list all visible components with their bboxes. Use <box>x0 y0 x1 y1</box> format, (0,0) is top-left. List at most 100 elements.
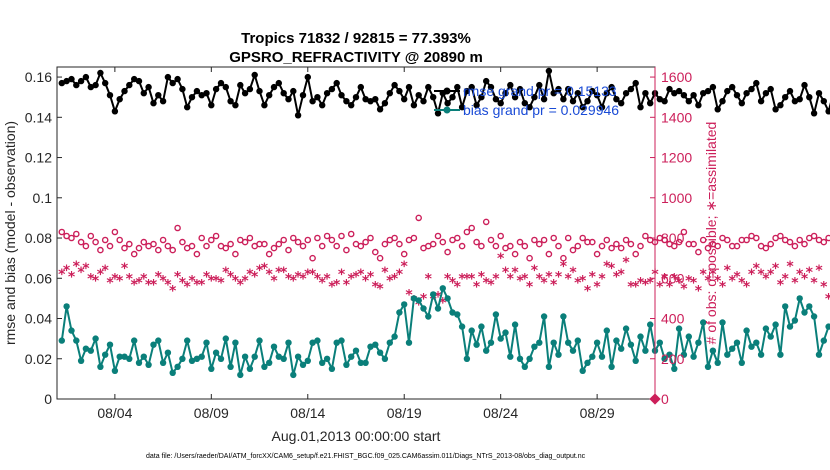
data-point <box>241 90 249 97</box>
assimilated-obs-point: * <box>560 259 568 275</box>
y-tick-label: 0.14 <box>25 109 52 125</box>
data-point <box>140 90 147 97</box>
data-point <box>425 83 432 91</box>
assimilated-obs-point: * <box>174 269 182 285</box>
data-point <box>82 73 90 81</box>
data-point <box>116 96 123 103</box>
possible-obs-point <box>169 246 176 254</box>
possible-obs-point <box>608 244 615 252</box>
assimilated-obs-point: * <box>473 279 481 295</box>
possible-obs-point <box>468 224 476 232</box>
data-point <box>77 357 85 364</box>
data-point <box>77 77 85 85</box>
possible-obs-point <box>463 228 471 236</box>
data-point <box>492 311 500 318</box>
data-point <box>516 85 524 93</box>
data-point <box>420 305 427 312</box>
assimilated-obs-point: * <box>372 279 380 295</box>
data-point <box>521 363 528 370</box>
assimilated-obs-point: * <box>116 273 124 289</box>
data-point <box>68 75 75 83</box>
data-point <box>714 106 721 113</box>
data-point <box>680 351 688 358</box>
data-point <box>468 327 475 334</box>
x-tick-label: 08/19 <box>387 405 422 421</box>
data-point <box>352 347 360 354</box>
assimilated-obs-point: * <box>140 271 148 287</box>
assimilated-obs-point: * <box>208 273 216 289</box>
data-point <box>145 361 152 368</box>
data-point <box>396 309 403 316</box>
possible-obs-point <box>164 242 172 250</box>
assimilated-obs-point: * <box>111 271 119 287</box>
data-point <box>212 85 220 93</box>
data-point <box>632 79 639 87</box>
data-point <box>757 351 765 358</box>
possible-obs-point <box>77 238 85 246</box>
data-point <box>709 347 717 354</box>
possible-obs-point <box>801 240 808 248</box>
data-point <box>806 303 813 310</box>
assimilated-obs-point: * <box>468 271 476 287</box>
data-point <box>666 351 673 358</box>
assimilated-obs-point: * <box>526 279 534 295</box>
data-point <box>579 104 586 111</box>
data-point <box>309 339 316 346</box>
possible-obs-point <box>212 232 220 240</box>
data-point <box>483 347 490 354</box>
possible-obs-point <box>150 240 157 248</box>
data-point <box>111 108 119 115</box>
data-point <box>410 295 418 302</box>
data-point <box>121 353 128 360</box>
possible-obs-point <box>193 250 201 258</box>
data-point <box>647 100 654 107</box>
possible-obs-point <box>786 238 794 246</box>
data-point <box>511 94 519 101</box>
assimilated-obs-point: * <box>767 267 775 283</box>
possible-obs-point <box>371 248 379 256</box>
assimilated-obs-point: * <box>323 271 331 287</box>
assimilated-obs-point: * <box>555 269 563 285</box>
possible-obs-point <box>68 234 75 242</box>
possible-obs-point <box>526 254 533 262</box>
assimilated-obs-point: * <box>309 267 317 283</box>
data-point <box>333 339 340 346</box>
data-point <box>430 291 437 298</box>
data-point <box>786 323 794 330</box>
assimilated-obs-point: * <box>352 269 360 285</box>
data-point <box>704 363 712 370</box>
data-point <box>179 85 186 93</box>
data-point <box>729 345 736 352</box>
data-point <box>545 363 553 370</box>
chart-title: Tropics 71832 / 92815 = 77.393% <box>241 30 471 47</box>
assimilated-obs-point: * <box>338 267 346 283</box>
data-point <box>801 81 808 89</box>
data-point <box>511 321 519 328</box>
y-tick-label: 0.1 <box>33 190 53 206</box>
data-point <box>145 83 152 91</box>
possible-obs-point <box>473 238 480 246</box>
assimilated-obs-point: * <box>184 279 192 295</box>
y2-tick-label: 1600 <box>661 69 692 85</box>
data-point <box>362 96 369 103</box>
possible-obs-point <box>555 242 562 250</box>
possible-obs-point <box>699 236 707 244</box>
data-point <box>266 92 273 99</box>
assimilated-obs-point: * <box>63 263 71 279</box>
assimilated-obs-point: * <box>622 255 630 271</box>
data-point <box>492 96 500 103</box>
assimilated-obs-point: * <box>724 263 732 279</box>
data-point <box>733 339 741 346</box>
x-tick-label: 08/24 <box>483 405 518 421</box>
data-point <box>203 90 210 97</box>
possible-obs-point <box>376 254 384 262</box>
assimilated-obs-point: * <box>825 291 830 307</box>
data-point <box>111 367 119 374</box>
assimilated-obs-point: * <box>550 277 558 293</box>
data-point <box>487 339 495 346</box>
data-point <box>815 351 823 358</box>
data-point <box>632 357 639 364</box>
data-point <box>704 87 712 95</box>
data-point <box>159 359 167 366</box>
possible-obs-point <box>106 242 114 250</box>
